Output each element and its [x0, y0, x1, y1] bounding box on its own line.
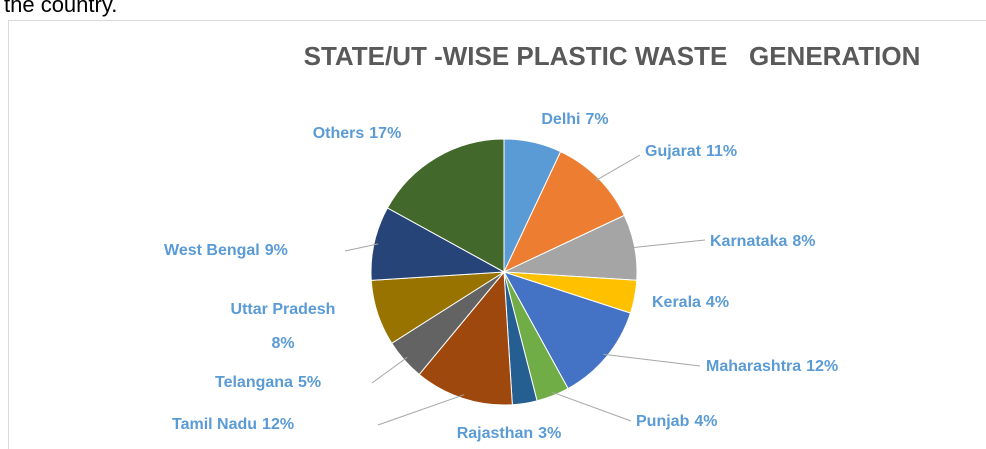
pie-slice [502, 150, 626, 274]
category-name: Delhi [541, 111, 580, 128]
value-label: 8% [271, 335, 294, 352]
leader-line [603, 353, 701, 367]
leader-line [344, 243, 379, 252]
data-label: Gujarat 11% [645, 143, 737, 160]
value-label: 4% [694, 413, 717, 430]
category-name: Punjab [636, 413, 690, 430]
value-label: 17% [369, 125, 401, 142]
data-label: Others 17% [313, 125, 402, 142]
data-label: Uttar Pradesh 8% [231, 301, 336, 352]
value-label: 12% [806, 358, 838, 375]
data-label: Delhi 7% [541, 111, 608, 128]
value-label: 11% [706, 143, 737, 160]
data-label: Maharashtra 12% [706, 358, 838, 375]
data-label: West Bengal 9% [164, 242, 288, 259]
value-label: 3% [538, 425, 561, 442]
value-label: 8% [792, 233, 815, 250]
leader-line [594, 154, 641, 182]
data-label: Kerala 4% [652, 294, 729, 311]
data-label: Tamil Nadu 12% [172, 416, 294, 433]
category-name: Kerala [652, 294, 701, 311]
leader-line [377, 394, 465, 426]
category-name: Others [313, 125, 365, 142]
pie-slice [386, 138, 505, 273]
data-label: Karnataka 8% [710, 233, 816, 250]
value-label: 7% [586, 111, 609, 128]
value-label: 4% [706, 294, 729, 311]
data-label: Telangana 5% [215, 374, 321, 391]
chart-title: STATE/UT -WISE PLASTIC WASTE GENERATION [304, 41, 921, 71]
category-name: Karnataka [710, 233, 787, 250]
category-name: Maharashtra [706, 358, 801, 375]
value-label: 9% [265, 242, 288, 259]
category-name: Telangana [215, 374, 293, 391]
value-label: 12% [262, 416, 294, 433]
category-name: Rajasthan [457, 425, 533, 442]
leader-line [630, 239, 706, 249]
leader-line [371, 356, 408, 384]
category-name: West Bengal [164, 242, 260, 259]
value-label: 5% [298, 374, 321, 391]
data-label: Rajasthan 3% [457, 425, 562, 442]
data-label: Punjab 4% [636, 413, 717, 430]
pie-slice [502, 271, 632, 390]
pie-slice [418, 270, 513, 406]
leader-line [551, 391, 632, 422]
document-text: the country. [4, 0, 117, 17]
category-name: Gujarat [645, 143, 702, 160]
category-name: Uttar Pradesh [231, 301, 336, 318]
category-name: Tamil Nadu [172, 416, 257, 433]
